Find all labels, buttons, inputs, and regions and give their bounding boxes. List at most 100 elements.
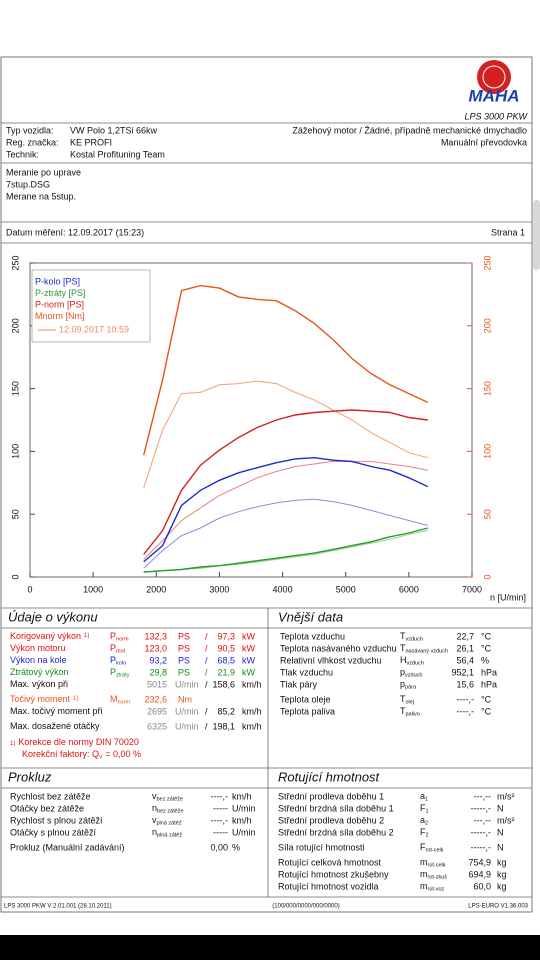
footnote: 1) Korekce dle normy DIN 70020 xyxy=(10,737,139,747)
label-text: Točivý moment xyxy=(10,694,71,704)
symbol-main: F xyxy=(420,803,426,813)
symbol-main: P xyxy=(110,667,116,677)
label-text: Korigovaný výkon xyxy=(10,631,81,641)
note: Merane na 5stup. xyxy=(6,191,76,201)
value: ---,-- xyxy=(474,791,492,801)
symbol-sub: palivo xyxy=(406,712,420,718)
value: ----- xyxy=(213,803,228,813)
value: 68,5 xyxy=(217,655,235,665)
legend-entry: P-ztráty [PS] xyxy=(35,288,86,298)
symbol-main: T xyxy=(400,694,406,704)
value: ----,- xyxy=(457,706,475,716)
label-text: Ztrátový výkon xyxy=(10,667,69,677)
row-label: Ztrátový výkon xyxy=(10,667,69,677)
symbol: nplná zátěž xyxy=(152,827,182,839)
correction-factor: Korekční faktory: QV = 0,00 % xyxy=(22,749,141,761)
row-label: Střední brzdná síla doběhu 1 xyxy=(278,803,394,813)
symbol: mrot-celk xyxy=(420,857,446,869)
footnote-ref: 1) xyxy=(84,633,89,639)
value: 5015 xyxy=(147,679,167,689)
x-tick-label: 7000 xyxy=(462,584,482,594)
logo-ring xyxy=(482,65,506,89)
field-value: VW Polo 1,2TSi 66kw xyxy=(70,125,158,135)
symbol: Pnorm xyxy=(110,631,129,643)
separator: / xyxy=(205,721,208,731)
x-tick-label: 5000 xyxy=(336,584,356,594)
symbol-main: a xyxy=(420,815,425,825)
row-label: Střední prodleva doběhu 1 xyxy=(278,791,384,801)
section-title: Rotující hmotnost xyxy=(278,769,381,784)
symbol: Pztráty xyxy=(110,667,130,679)
symbol-sub: rot-voz xyxy=(428,887,445,893)
symbol-sub: vzduch xyxy=(407,661,424,667)
value: ----,- xyxy=(457,694,475,704)
footer-euro: LPS-EURO V1.36.003 xyxy=(468,904,528,910)
label-text: Max. dosažené otáčky xyxy=(10,721,100,731)
unit: U/min xyxy=(175,721,199,731)
y-tick-label: 100 xyxy=(10,444,20,459)
row-label: Výkon na kole xyxy=(10,655,67,665)
symbol-sub: rot-celk xyxy=(428,863,446,869)
value: 26,1 xyxy=(456,643,474,653)
y2-tick-label: 100 xyxy=(482,444,492,459)
value: 22,7 xyxy=(456,631,474,641)
y2-tick-label: 50 xyxy=(482,509,492,519)
symbol-sub: ztráty xyxy=(116,673,130,679)
value: -----,- xyxy=(471,827,491,837)
unit: PS xyxy=(178,655,190,665)
value: -----,- xyxy=(471,842,491,852)
row-label: Teplota paliva xyxy=(280,706,335,716)
value: 952,1 xyxy=(451,667,474,677)
value: 132,3 xyxy=(144,631,167,641)
symbol-sub: rot-zkuš xyxy=(428,875,448,881)
symbol-sub: bez zátěže xyxy=(157,809,184,815)
symbol-main: T xyxy=(400,643,406,653)
symbol-sub: rot-celk xyxy=(426,848,444,854)
symbol-sub: pára xyxy=(405,685,417,691)
series-line xyxy=(143,498,428,569)
unit: m/s² xyxy=(497,791,515,801)
unit: kW xyxy=(242,631,256,641)
symbol-main: v xyxy=(152,815,157,825)
y2-tick-label: 250 xyxy=(482,255,492,270)
x-tick-label: 0 xyxy=(27,584,32,594)
engine-info: Manuální převodovka xyxy=(441,137,527,147)
symbol-main: m xyxy=(420,869,428,879)
symbol-sub: olej xyxy=(406,700,415,706)
unit: °C xyxy=(481,631,492,641)
series-line xyxy=(143,380,428,488)
value: 93,2 xyxy=(149,655,167,665)
symbol: Hvzduch xyxy=(400,655,424,667)
footnote-ref: 1) xyxy=(73,696,78,702)
model: LPS 3000 PKW xyxy=(464,111,528,121)
symbol-sub: norm xyxy=(116,637,129,643)
separator: / xyxy=(205,679,208,689)
symbol: Pmot xyxy=(110,643,126,655)
symbol-main: P xyxy=(110,631,116,641)
symbol-main: p xyxy=(400,679,405,689)
footer-version: LPS 3000 PKW V 2.01.001 (28.10.2011) xyxy=(4,904,112,910)
unit: km/h xyxy=(242,721,262,731)
symbol: Tolej xyxy=(400,694,414,706)
unit: km/h xyxy=(232,791,252,801)
series-line xyxy=(143,530,428,573)
value: 85,2 xyxy=(217,706,235,716)
label-text: Výkon na kole xyxy=(10,655,67,665)
symbol-sub: kolo xyxy=(116,661,126,667)
symbol-sub: nasávaný vzduch xyxy=(406,649,449,655)
value: 29,8 xyxy=(149,667,167,677)
symbol-main: T xyxy=(400,706,406,716)
symbol-main: P xyxy=(110,655,116,665)
factor-sub: V xyxy=(99,755,103,761)
row-label: Rotující hmotnost vozidla xyxy=(278,881,379,891)
legend-entry: P-norm [PS] xyxy=(35,299,84,309)
unit: m/s² xyxy=(497,815,515,825)
unit: kg xyxy=(497,857,507,867)
engine-info: Zážehový motor / Žádné, případně mechani… xyxy=(292,125,527,135)
row-label: Prokluz (Manuální zadávání) xyxy=(10,842,125,852)
unit: % xyxy=(481,655,489,665)
separator: / xyxy=(205,631,208,641)
bottom-bar xyxy=(0,935,540,960)
